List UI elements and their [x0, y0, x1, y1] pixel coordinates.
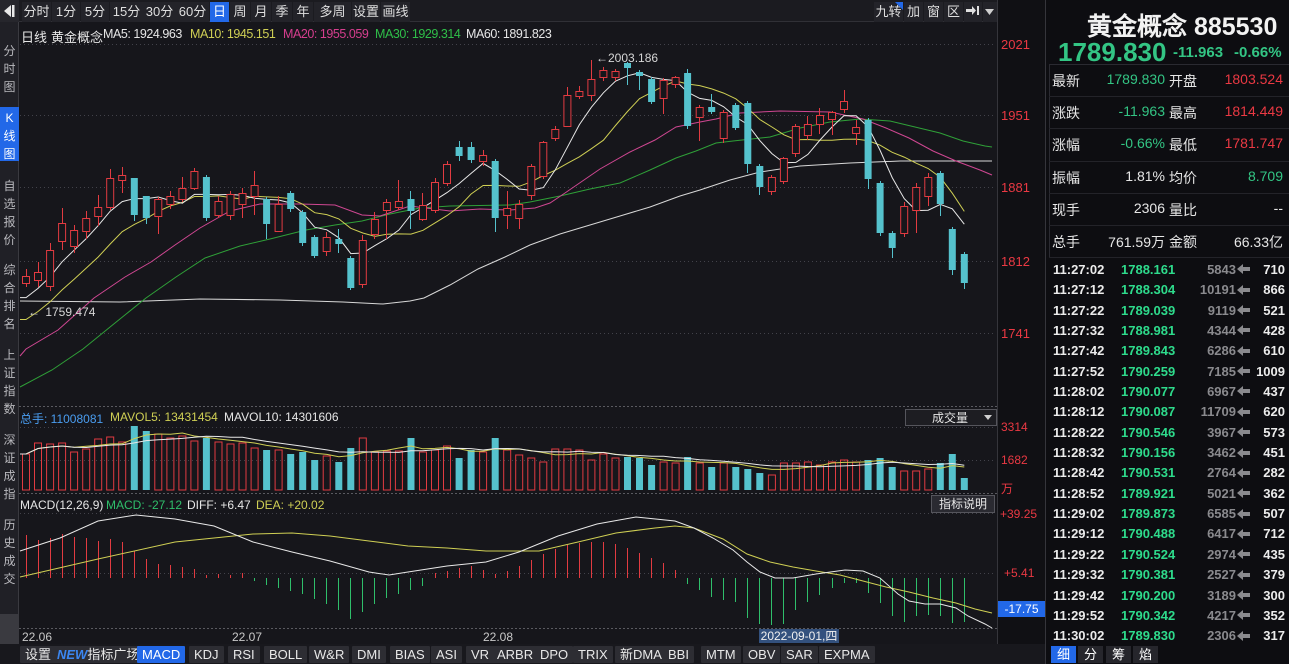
svg-text:← 1759.474: ← 1759.474: [28, 305, 96, 319]
svg-text:←2003.186: ←2003.186: [596, 51, 658, 65]
